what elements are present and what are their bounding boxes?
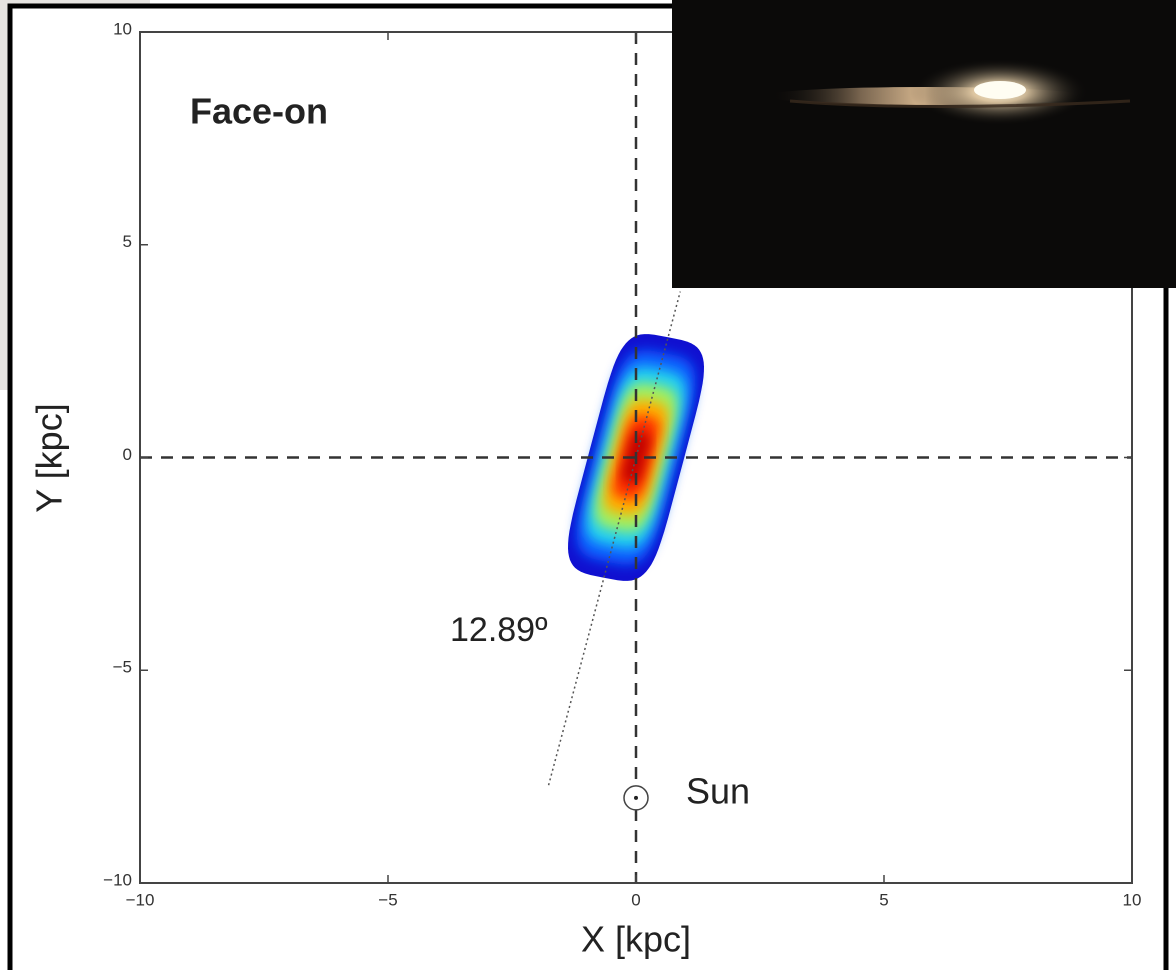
y-axis-label: Y [kpc] [29, 403, 70, 512]
x-tick-label: 0 [631, 890, 640, 909]
inset-background [672, 0, 1176, 288]
x-axis-label: X [kpc] [581, 919, 691, 960]
x-tick-label: −10 [126, 890, 155, 909]
page: {"chart_data": { "type": "bar-density", … [0, 0, 1176, 970]
y-tick-label: 0 [123, 445, 132, 464]
annotation: Face-on [190, 91, 328, 132]
x-tick-label: 10 [1123, 890, 1142, 909]
y-tick-label: −10 [103, 870, 132, 889]
y-tick-label: 10 [113, 19, 132, 38]
galaxy-core [974, 81, 1026, 99]
sun-label: Sun [686, 770, 750, 811]
y-tick-label: −5 [113, 658, 132, 677]
sun-dot [634, 796, 638, 800]
y-tick-label: 5 [123, 232, 132, 251]
inset-photo [672, 0, 1176, 288]
x-tick-label: −5 [378, 890, 397, 909]
chart: 12.89º −10 −5 0 5 10 −10 −5 0 5 10 Sun Face-on X [k… [0, 0, 1176, 970]
angle-label: 12.89º [450, 611, 548, 649]
x-tick-label: 5 [879, 890, 888, 909]
